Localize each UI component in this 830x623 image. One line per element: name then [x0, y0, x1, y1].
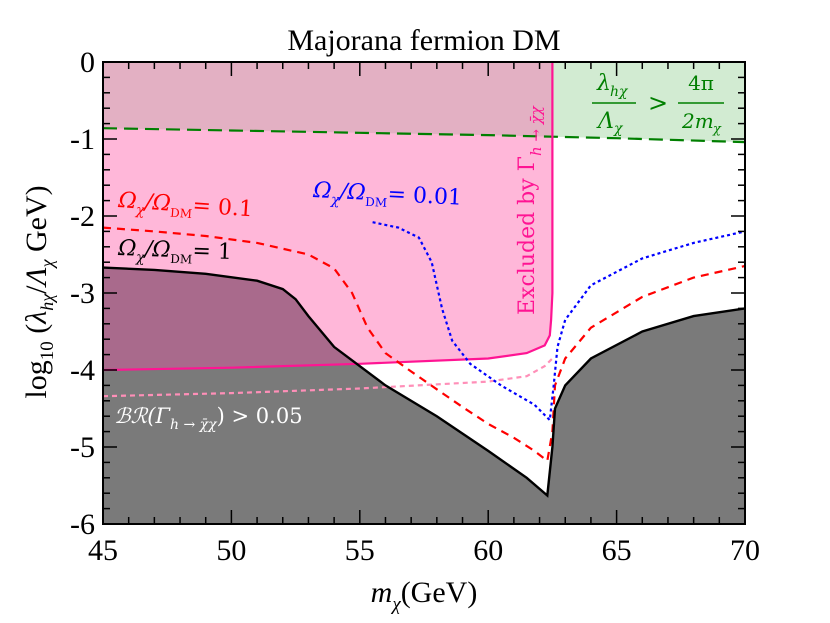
pert-rhs-den-sub: χ: [712, 122, 722, 137]
perturbativity-boundary-line: [103, 127, 745, 144]
pert-gt: >: [648, 89, 668, 117]
br-label: ℬℛ(Γh → χ̄χ) > 0.05: [114, 404, 303, 433]
y-tick-label: -1: [70, 123, 95, 156]
pert-rhs-num: 4π: [688, 71, 714, 95]
pert-lhs-den: Λ: [596, 109, 614, 134]
annotations: Excluded by Γh → χ̄χ λ hχ Λ χ > 4π 2m χ …: [114, 71, 724, 433]
br-0p05-line: [103, 357, 554, 398]
y-tick-label: -2: [70, 200, 95, 233]
axis-ticks: [102, 61, 746, 525]
pink-gray-overlap-region: [103, 267, 553, 370]
x-tick-label: 55: [345, 534, 375, 567]
overlap-region: [103, 62, 553, 137]
perturbativity-label: λ hχ Λ χ > 4π 2m χ: [592, 71, 724, 137]
pert-lhs-num: λ: [596, 71, 611, 96]
y-axis-label: log10 (λhχ/Λχ GeV): [20, 185, 58, 398]
relic-0p1-label: Ωχ/ΩDM= 0.1: [116, 188, 253, 226]
y-tick-labels: 0 -1 -2 -3 -4 -5 -6: [70, 46, 95, 541]
relic-1-label: Ωχ/ΩDM= 1: [117, 236, 233, 269]
plot-area: [103, 62, 745, 524]
y-tick-label: -6: [70, 508, 95, 541]
y-tick-label: 0: [80, 46, 95, 79]
invisible-width-boundary-line: [103, 62, 554, 372]
x-axis-label: mχ(GeV): [371, 576, 478, 615]
relic-1-line: [103, 266, 745, 498]
invisible-width-label: Excluded by Γh → χ̄χ: [515, 105, 545, 315]
chart-title: Majorana fermion DM: [287, 24, 560, 57]
relic-0p1-line: [103, 226, 745, 463]
x-tick-label: 65: [602, 534, 632, 567]
y-tick-label: -4: [70, 354, 95, 387]
x-tick-label: 60: [473, 534, 503, 567]
y-tick-label: -3: [70, 277, 95, 310]
x-tick-label: 45: [88, 534, 118, 567]
y-tick-label: -5: [70, 431, 95, 464]
x-tick-label: 50: [216, 534, 246, 567]
pert-lhs-num-sub: hχ: [610, 84, 629, 100]
x-tick-labels: 45 50 55 60 65 70: [88, 534, 760, 567]
pert-lhs-den-sub: χ: [613, 121, 624, 137]
x-tick-label: 70: [730, 534, 760, 567]
relic-0p01-label: Ωχ/ΩDM= 0.01: [311, 178, 462, 215]
pert-rhs-den: 2m: [681, 109, 714, 133]
relic-0p01-line: [372, 221, 745, 423]
